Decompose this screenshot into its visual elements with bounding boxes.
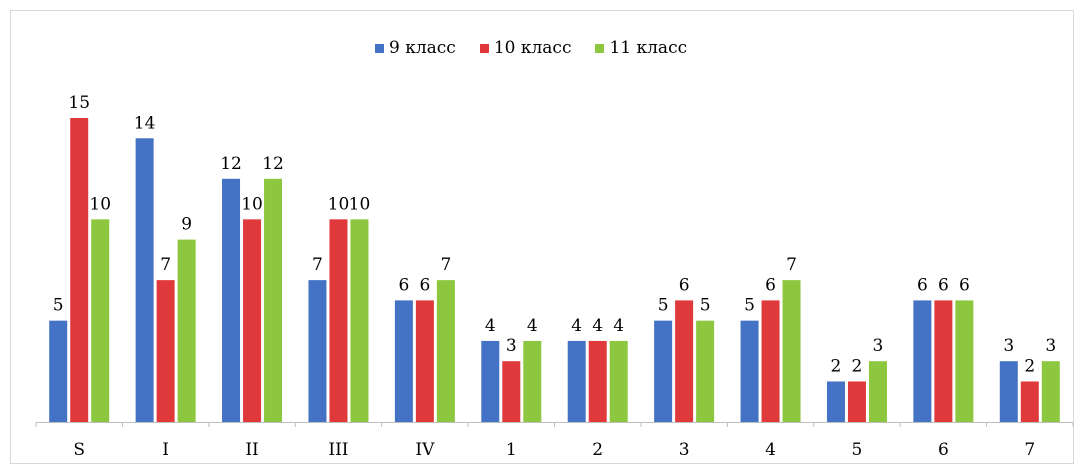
x-tick-label: 6 [938,440,949,460]
data-label: 10 [349,194,371,214]
x-tick-label: 1 [506,440,517,460]
bar-9-klass-3 [308,280,327,422]
legend-swatch-10-klass [479,43,489,53]
legend-label-11-klass: 11 класс [609,38,688,58]
data-label: 5 [53,296,64,316]
bar-11-klass-3 [350,219,369,422]
x-tick-label: II [245,440,258,460]
legend-label-10-klass: 10 класс [493,38,572,58]
x-tick-label: 5 [852,440,863,460]
data-label: 4 [613,316,624,336]
bar-11-klass-10 [955,300,974,422]
data-label: 14 [134,113,156,133]
bar-9-klass-5 [481,340,500,422]
bar-11-klass-7 [696,320,715,422]
bar-10-klass-6 [588,340,607,422]
bar-10-klass-3 [329,219,348,422]
bar-10-klass-7 [675,300,694,422]
data-label: 5 [744,296,755,316]
bar-11-klass-4 [436,280,455,422]
x-tick-label: S [73,440,85,460]
data-label: 3 [506,336,517,356]
bar-9-klass-0 [49,320,68,422]
data-label: 15 [68,93,90,113]
data-label: 3 [873,336,884,356]
data-label: 4 [527,316,538,336]
bar-10-klass-2 [243,219,262,422]
bar-10-klass-9 [847,381,866,422]
x-tick-label: 4 [765,440,776,460]
bar-10-klass-5 [502,361,521,422]
bar-9-klass-8 [740,320,759,422]
bar-11-klass-9 [868,361,887,422]
data-label: 3 [1045,336,1056,356]
x-tick-label: III [328,440,348,460]
data-label: 4 [592,316,603,336]
bar-9-klass-10 [913,300,932,422]
data-label: 6 [938,275,949,295]
x-tick-label: 3 [679,440,690,460]
legend-item-11-klass: 11 класс [595,38,687,58]
data-label: 6 [917,275,928,295]
data-label: 6 [419,275,430,295]
data-label: 6 [765,275,776,295]
data-label: 7 [312,255,323,275]
bar-9-klass-1 [135,138,154,422]
bar-10-klass-10 [934,300,953,422]
x-tick-label: I [162,440,169,460]
legend-swatch-9-klass [375,43,384,53]
data-label: 10 [241,194,263,214]
bar-11-klass-6 [609,340,628,422]
data-label: 3 [1003,336,1014,356]
bar-10-klass-1 [156,280,175,422]
bar-9-klass-6 [567,340,586,422]
bar-9-klass-2 [222,178,241,422]
legend-label-9-klass: 9 класс [389,38,456,58]
bar-11-klass-8 [782,280,801,422]
bar-9-klass-4 [394,300,413,422]
bar-9-klass-9 [826,381,845,422]
bar-10-klass-11 [1020,381,1039,422]
bar-9-klass-7 [654,320,673,422]
data-label: 7 [440,255,451,275]
bar-11-klass-0 [91,219,110,422]
data-label: 2 [831,356,842,376]
legend-item-9-klass: 9 класс [375,38,456,58]
data-label: 7 [160,255,171,275]
data-label: 12 [220,154,242,174]
bar-11-klass-2 [264,178,283,422]
bar-11-klass-11 [1041,361,1060,422]
data-label: 6 [679,275,690,295]
data-label: 5 [658,296,669,316]
data-label: 2 [852,356,863,376]
bar-10-klass-0 [70,118,89,422]
x-tick-label: 2 [592,440,603,460]
data-label: 10 [328,194,350,214]
chart-legend: 9 класс 10 класс 11 класс [375,38,687,58]
bar-9-klass-11 [999,361,1018,422]
data-label: 7 [786,255,797,275]
data-label: 4 [485,316,496,336]
data-label: 6 [959,275,970,295]
bar-10-klass-4 [415,300,434,422]
legend-item-10-klass: 10 класс [479,38,572,58]
data-label: 2 [1024,356,1035,376]
data-label: 9 [181,215,192,235]
data-label: 10 [89,194,111,214]
x-tick-label: 7 [1024,440,1035,460]
data-label: 4 [571,316,582,336]
x-tick-label: IV [415,440,435,460]
bar-10-klass-8 [761,300,780,422]
data-label: 5 [700,296,711,316]
data-label: 12 [262,154,284,174]
legend-swatch-11-klass [595,43,605,53]
bar-11-klass-5 [523,340,542,422]
data-label: 6 [398,275,409,295]
bar-11-klass-1 [177,239,196,422]
